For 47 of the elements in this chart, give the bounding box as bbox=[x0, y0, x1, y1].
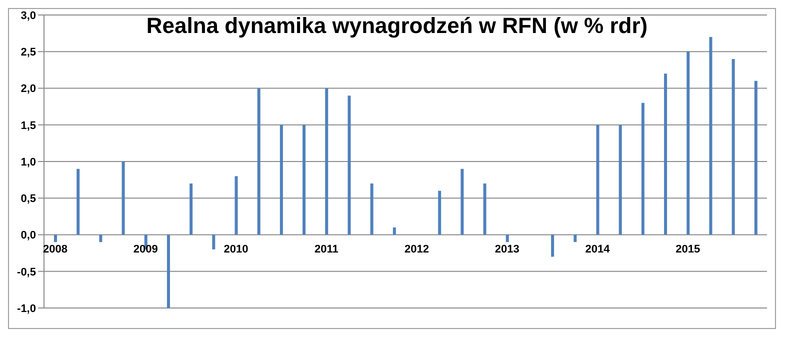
bar bbox=[686, 52, 690, 235]
bar bbox=[302, 124, 306, 235]
bar bbox=[483, 183, 486, 235]
bar bbox=[122, 162, 125, 235]
y-tick-label: 2,5 bbox=[20, 46, 36, 59]
bar bbox=[709, 36, 712, 235]
bar bbox=[166, 234, 170, 308]
x-tick-label: 2009 bbox=[133, 243, 158, 256]
bar bbox=[370, 183, 374, 235]
bar bbox=[234, 176, 238, 235]
bar bbox=[280, 124, 283, 235]
y-tick-label: -0,5 bbox=[17, 266, 36, 278]
y-tick-label: 0,5 bbox=[20, 193, 36, 206]
x-tick-label: 2014 bbox=[585, 243, 611, 256]
bar bbox=[506, 234, 509, 242]
x-tick-label: 2008 bbox=[43, 243, 68, 256]
bar bbox=[596, 124, 600, 235]
bar bbox=[664, 74, 668, 235]
x-tick-label: 2015 bbox=[676, 243, 700, 256]
bar bbox=[551, 234, 554, 257]
y-tick-label: -1,0 bbox=[17, 302, 36, 315]
bar bbox=[618, 124, 622, 235]
bar bbox=[76, 168, 80, 235]
y-tick-label: 2,0 bbox=[20, 83, 36, 96]
x-tick-label: 2010 bbox=[224, 243, 248, 256]
bar bbox=[392, 227, 396, 235]
chart-title: Realna dynamika wynagrodzeń w RFN (w % rdr) bbox=[146, 13, 648, 38]
bar bbox=[732, 58, 735, 235]
y-tick-label: 3,0 bbox=[20, 10, 36, 22]
y-tick-label: 1,5 bbox=[20, 120, 36, 132]
x-tick-label: 2011 bbox=[314, 243, 338, 256]
bar bbox=[460, 168, 464, 235]
y-tick-label: 1,0 bbox=[20, 156, 36, 168]
bar bbox=[438, 190, 442, 235]
bar bbox=[574, 234, 577, 242]
x-tick-label: 2012 bbox=[404, 243, 430, 256]
bar bbox=[99, 234, 102, 242]
bar bbox=[212, 234, 216, 250]
bar bbox=[325, 88, 328, 235]
x-tick-label: 2013 bbox=[494, 243, 520, 256]
bar bbox=[348, 96, 351, 235]
bar bbox=[54, 234, 57, 242]
bar bbox=[754, 80, 758, 235]
bar bbox=[257, 88, 260, 235]
bar bbox=[641, 102, 644, 235]
y-tick-label: 0,0 bbox=[20, 230, 36, 242]
bar bbox=[190, 183, 193, 235]
